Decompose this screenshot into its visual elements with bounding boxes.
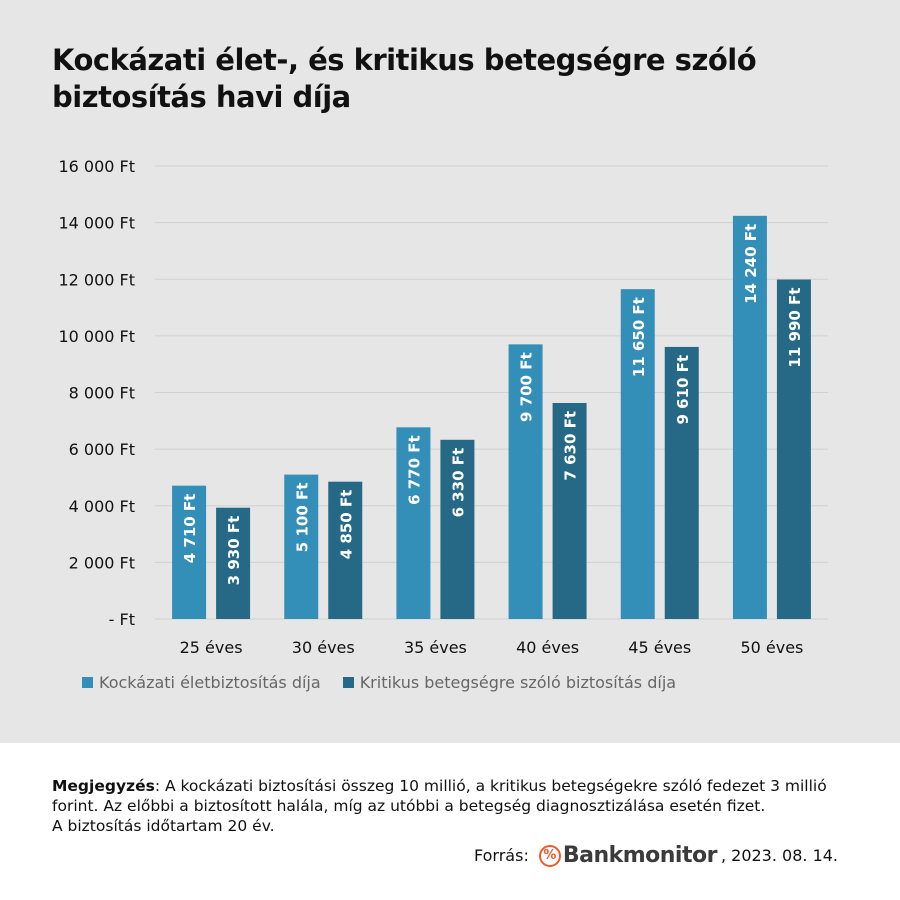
- note: Megjegyzés: A kockázati biztosítási össz…: [52, 776, 852, 836]
- bar: [664, 346, 699, 619]
- data-label: 11 990 Ft: [786, 288, 804, 368]
- y-tick-label: 6 000 Ft: [69, 440, 135, 459]
- logo-text: Bankmonitor: [562, 843, 718, 868]
- note-text: : A kockázati biztosítási összeg 10 mill…: [52, 777, 827, 815]
- x-tick-label: 25 éves: [180, 638, 243, 657]
- bar: [396, 427, 431, 619]
- note-heading: Megjegyzés: [52, 777, 155, 795]
- bar: [172, 485, 207, 619]
- bar: [328, 481, 363, 619]
- data-label: 14 240 Ft: [742, 224, 760, 304]
- percent-icon: %: [538, 844, 561, 867]
- legend: Kockázati életbiztosítás díja Kritikus b…: [82, 673, 698, 692]
- y-tick-label: 4 000 Ft: [69, 497, 135, 516]
- chart-title: Kockázati élet-, és kritikus betegségre …: [52, 43, 757, 114]
- x-tick-label: 40 éves: [516, 638, 579, 657]
- y-tick-label: 16 000 Ft: [58, 157, 135, 176]
- x-tick-label: 50 éves: [740, 638, 803, 657]
- bar: [508, 344, 543, 619]
- data-label: 7 630 Ft: [562, 411, 580, 481]
- y-tick-label: 10 000 Ft: [58, 327, 135, 346]
- x-tick-label: 30 éves: [292, 638, 355, 657]
- bar: [776, 279, 811, 619]
- data-label: 5 100 Ft: [293, 483, 311, 553]
- bar: [732, 215, 767, 619]
- data-label: 6 770 Ft: [405, 435, 423, 505]
- y-tick-label: - Ft: [109, 610, 135, 629]
- data-label: 9 610 Ft: [674, 355, 692, 425]
- legend-label: Kockázati életbiztosítás díja: [99, 673, 321, 692]
- bar: [284, 474, 319, 619]
- bar: [216, 507, 251, 619]
- x-tick-label: 45 éves: [628, 638, 691, 657]
- data-label: 4 850 Ft: [337, 490, 355, 560]
- data-label: 4 710 Ft: [181, 494, 199, 564]
- y-tick-label: 2 000 Ft: [69, 553, 135, 572]
- legend-swatch: [82, 677, 93, 688]
- x-tick-label: 35 éves: [404, 638, 467, 657]
- data-label: 9 700 Ft: [518, 352, 536, 422]
- data-label: 11 650 Ft: [630, 297, 648, 377]
- source-label: Forrás:: [474, 846, 529, 865]
- data-label: 6 330 Ft: [449, 448, 467, 518]
- bar: [552, 402, 587, 619]
- legend-swatch: [342, 677, 354, 688]
- bar: [620, 289, 655, 619]
- y-tick-label: 12 000 Ft: [58, 270, 135, 289]
- data-label: 3 930 Ft: [225, 516, 243, 586]
- note-duration: A biztosítás időtartam 20 év.: [52, 817, 275, 835]
- source: Forrás: % Bankmonitor , 2023. 08. 14.: [474, 843, 838, 868]
- legend-item-critical: Kritikus betegségre szóló biztosítás díj…: [342, 673, 677, 692]
- legend-label: Kritikus betegségre szóló biztosítás díj…: [359, 673, 677, 692]
- y-tick-label: 14 000 Ft: [58, 214, 135, 233]
- bankmonitor-logo: % Bankmonitor: [538, 843, 718, 868]
- bar: [440, 439, 475, 619]
- legend-item-life: Kockázati életbiztosítás díja: [82, 673, 321, 692]
- y-tick-label: 8 000 Ft: [69, 384, 135, 403]
- source-date: , 2023. 08. 14.: [720, 846, 839, 865]
- bar-chart: - Ft 2 000 Ft 4 000 Ft 6 000 Ft 8 000 Ft 10 0…: [58, 157, 828, 657]
